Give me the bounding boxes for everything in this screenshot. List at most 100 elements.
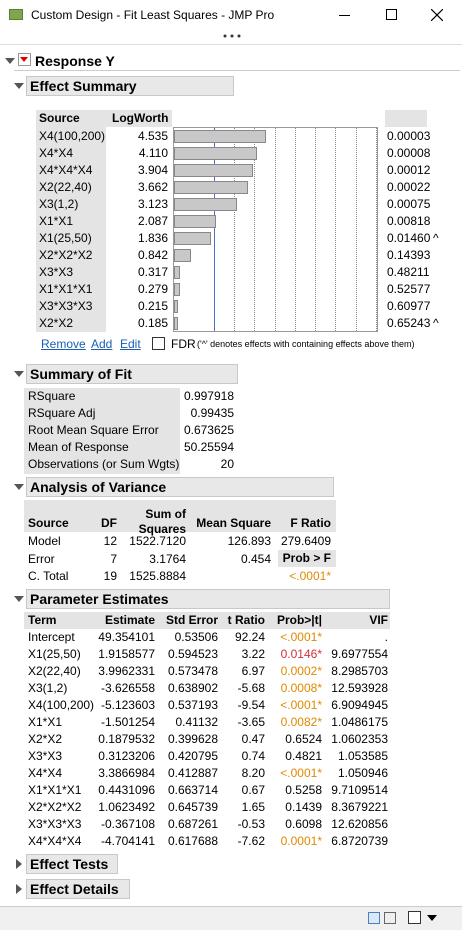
outline-rule [14, 70, 460, 71]
estimate-cell: X3*X3*X3 [28, 817, 82, 831]
close-button[interactable] [431, 9, 443, 21]
link[interactable]: Add [91, 337, 113, 351]
effect-summary-title[interactable]: Effect Summary [30, 78, 137, 94]
table-icon[interactable] [384, 912, 396, 924]
estimate-cell: -1.501254 [100, 715, 155, 729]
outline-toggle[interactable] [5, 58, 15, 64]
estimate-cell: 0.4821 [285, 749, 322, 763]
fit-label: RSquare Adj [28, 406, 96, 420]
anova-cell: 7 [110, 551, 117, 566]
estimate-cell: -0.53 [237, 817, 265, 831]
response-title[interactable]: Response Y [35, 53, 115, 69]
outline-toggle[interactable] [16, 859, 22, 869]
pvalue-cell: 0.00008 [387, 146, 431, 160]
analysis-of-variance-title[interactable]: Analysis of Variance [30, 479, 167, 495]
estimate-cell: 0.41132 [175, 715, 219, 729]
estimate-cell: 0.6524 [285, 732, 322, 746]
source-cell: X3*X3 [39, 265, 74, 279]
fit-value: 0.673625 [183, 423, 234, 437]
fit-value: 0.99435 [190, 406, 234, 420]
outline-toggle[interactable] [16, 884, 22, 894]
containing-effect-mark: ^ [433, 231, 439, 245]
logworth-bar [174, 283, 180, 296]
link[interactable]: Remove [41, 337, 86, 351]
pvalue-cell: 0.14393 [387, 248, 431, 262]
window-list[interactable] [408, 911, 421, 924]
analysis-of-variance-header[interactable] [26, 477, 334, 497]
effect-summary-header[interactable] [26, 76, 234, 96]
source-column-bg [36, 110, 106, 332]
anova-cell: 19 [103, 569, 117, 583]
outline-toggle[interactable] [14, 83, 24, 89]
estimate-cell: 1.0602353 [331, 732, 388, 746]
red-triangle[interactable] [20, 57, 28, 62]
column-header: Std Error [165, 613, 218, 627]
estimate-cell: 0.1439 [285, 800, 322, 814]
estimate-cell: -4.704141 [100, 834, 155, 848]
collapsed-title[interactable]: Effect Tests [30, 856, 109, 872]
column-header: t Ratio [227, 613, 265, 627]
source-cell: X1*X1*X1 [39, 282, 93, 296]
logworth-bar [174, 249, 192, 262]
toolbar-grip[interactable] [222, 33, 242, 39]
estimate-cell: X1*X1 [28, 715, 63, 729]
logworth-cell: 0.842 [137, 248, 168, 262]
collapsed-title[interactable]: Effect Details [30, 881, 119, 897]
anova-cell: 1525.8884 [129, 569, 186, 583]
pvalue-header-bg [385, 110, 427, 127]
estimate-cell: X3(1,2) [28, 681, 68, 695]
source-cell: X3*X3*X3 [39, 299, 93, 313]
estimate-cell: 1.050946 [337, 766, 388, 780]
estimate-cell: Intercept [28, 630, 75, 644]
pvalue-cell: 0.48211 [387, 265, 430, 279]
estimate-cell: 0.399628 [167, 732, 218, 746]
estimate-cell: 92.24 [234, 630, 265, 644]
estimate-cell: 12.620856 [331, 817, 388, 831]
estimate-cell: -5.68 [237, 681, 265, 695]
minimize-button[interactable] [339, 15, 350, 16]
estimate-cell: 0.0082* [280, 715, 322, 729]
logworth-cell: 4.110 [138, 146, 168, 160]
parameter-estimates-header[interactable] [26, 589, 390, 609]
reference-line [294, 128, 296, 331]
logworth-bar [174, 215, 217, 228]
estimate-cell: X4(100,200) [28, 698, 95, 712]
pe-header-bg [24, 612, 390, 629]
fit-label: Mean of Response [28, 440, 129, 454]
estimate-cell: 0.1879532 [98, 732, 155, 746]
link[interactable]: Edit [120, 337, 141, 351]
summary-of-fit-title[interactable]: Summary of Fit [30, 366, 132, 382]
estimate-cell: X3*X3 [28, 749, 63, 763]
estimate-cell: X1(25,50) [28, 647, 81, 661]
dropdown-arrow[interactable] [427, 915, 437, 921]
logworth-bar [174, 317, 178, 330]
estimate-cell: -5.123603 [100, 698, 155, 712]
estimate-cell: . [384, 630, 388, 644]
window-title: Custom Design - Fit Least Squares - JMP … [31, 8, 275, 22]
logworth-cell: 3.123 [137, 197, 168, 211]
home-icon[interactable] [368, 912, 380, 924]
outline-toggle[interactable] [14, 596, 24, 602]
estimate-cell: X2*X2 [28, 732, 63, 746]
collapsed-header[interactable] [26, 879, 130, 899]
parameter-estimates-title[interactable]: Parameter Estimates [30, 591, 169, 607]
estimate-cell: 0.594523 [167, 647, 218, 661]
estimate-cell: 0.0008* [280, 681, 322, 695]
fdr-checkbox[interactable] [152, 337, 165, 350]
anova-cell: Error [28, 551, 55, 566]
column-header: Source [39, 111, 80, 125]
logworth-cell: 0.279 [137, 282, 168, 296]
estimate-cell: 0.5258 [285, 783, 322, 797]
logworth-bar [174, 232, 212, 245]
outline-toggle[interactable] [14, 371, 24, 377]
anova-cell: 126.893 [227, 534, 271, 548]
estimate-cell: X2(22,40) [28, 664, 81, 678]
summary-of-fit-header[interactable] [26, 364, 238, 384]
anova-cell: 279.6409 [280, 534, 331, 548]
collapsed-header[interactable] [26, 854, 118, 874]
outline-toggle[interactable] [14, 484, 24, 490]
logworth-bar [174, 181, 249, 194]
logworth-cell: 0.215 [137, 299, 168, 313]
column-header: Source [28, 516, 69, 530]
maximize-button[interactable] [386, 9, 397, 20]
